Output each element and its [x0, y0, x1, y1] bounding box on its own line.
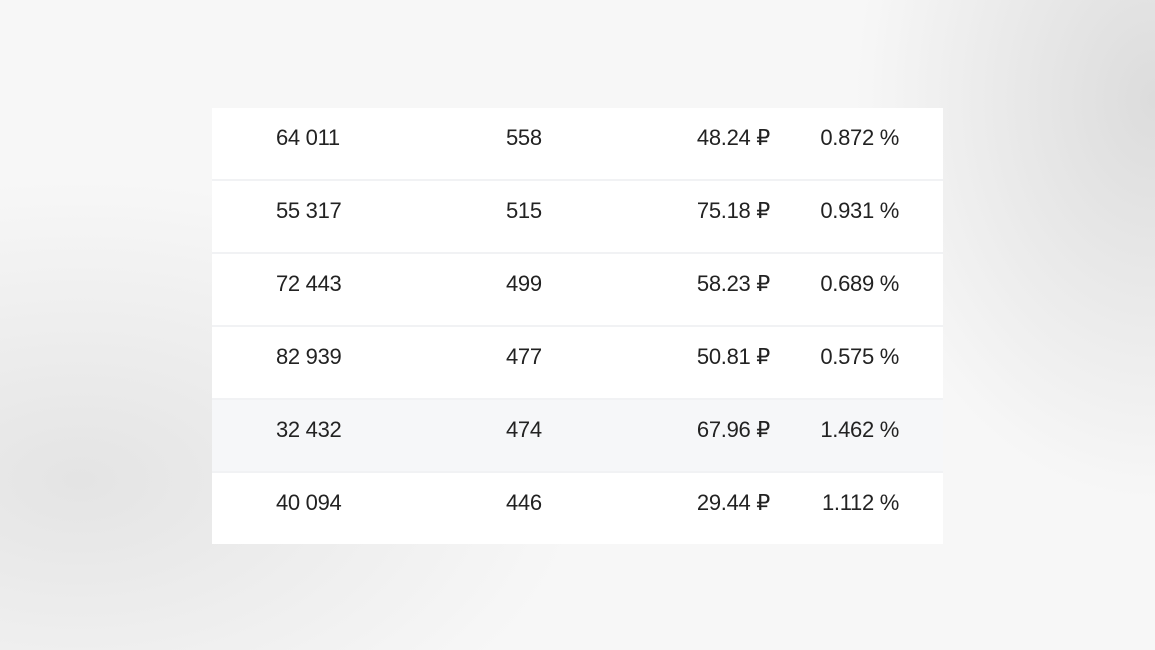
cell-clicks: 515 — [506, 198, 542, 223]
cell-ctr: 1.462 % — [820, 417, 899, 442]
cell-cost: 58.23 ₽ — [696, 271, 770, 296]
cell-views: 40 094 — [276, 490, 342, 515]
cell-clicks: 446 — [506, 490, 542, 515]
cell-cost: 29.44 ₽ — [696, 490, 770, 515]
cell-clicks: 499 — [506, 271, 542, 296]
cell-ctr: 0.872 % — [820, 125, 899, 150]
cell-cost: 75.18 ₽ — [696, 198, 770, 223]
cell-ctr: 0.689 % — [820, 271, 899, 296]
cell-ctr: 0.575 % — [820, 344, 899, 369]
table-row[interactable]: 40 094 446 29.44 ₽ 1.112 % — [212, 473, 943, 544]
cell-cost: 50.81 ₽ — [696, 344, 770, 369]
cell-views: 72 443 — [276, 271, 342, 296]
cell-clicks: 477 — [506, 344, 542, 369]
table-row[interactable]: 82 939 477 50.81 ₽ 0.575 % — [212, 327, 943, 400]
cell-clicks: 474 — [506, 417, 542, 442]
cell-views: 64 011 — [276, 125, 340, 150]
cell-clicks: 558 — [506, 125, 542, 150]
cell-views: 55 317 — [276, 198, 342, 223]
data-table: 64 011 558 48.24 ₽ 0.872 % 55 317 515 75.18 ₽ 0… — [212, 108, 943, 544]
cell-ctr: 0.931 % — [820, 198, 899, 223]
table-row[interactable]: 32 432 474 67.96 ₽ 1.462 % — [212, 400, 943, 473]
cell-ctr: 1.112 % — [822, 490, 899, 515]
table-row[interactable]: 72 443 499 58.23 ₽ 0.689 % — [212, 254, 943, 327]
cell-views: 82 939 — [276, 344, 342, 369]
cell-cost: 48.24 ₽ — [696, 125, 770, 150]
table-row[interactable]: 55 317 515 75.18 ₽ 0.931 % — [212, 181, 943, 254]
cell-views: 32 432 — [276, 417, 342, 442]
table-row[interactable]: 64 011 558 48.24 ₽ 0.872 % — [212, 108, 943, 181]
cell-cost: 67.96 ₽ — [696, 417, 770, 442]
